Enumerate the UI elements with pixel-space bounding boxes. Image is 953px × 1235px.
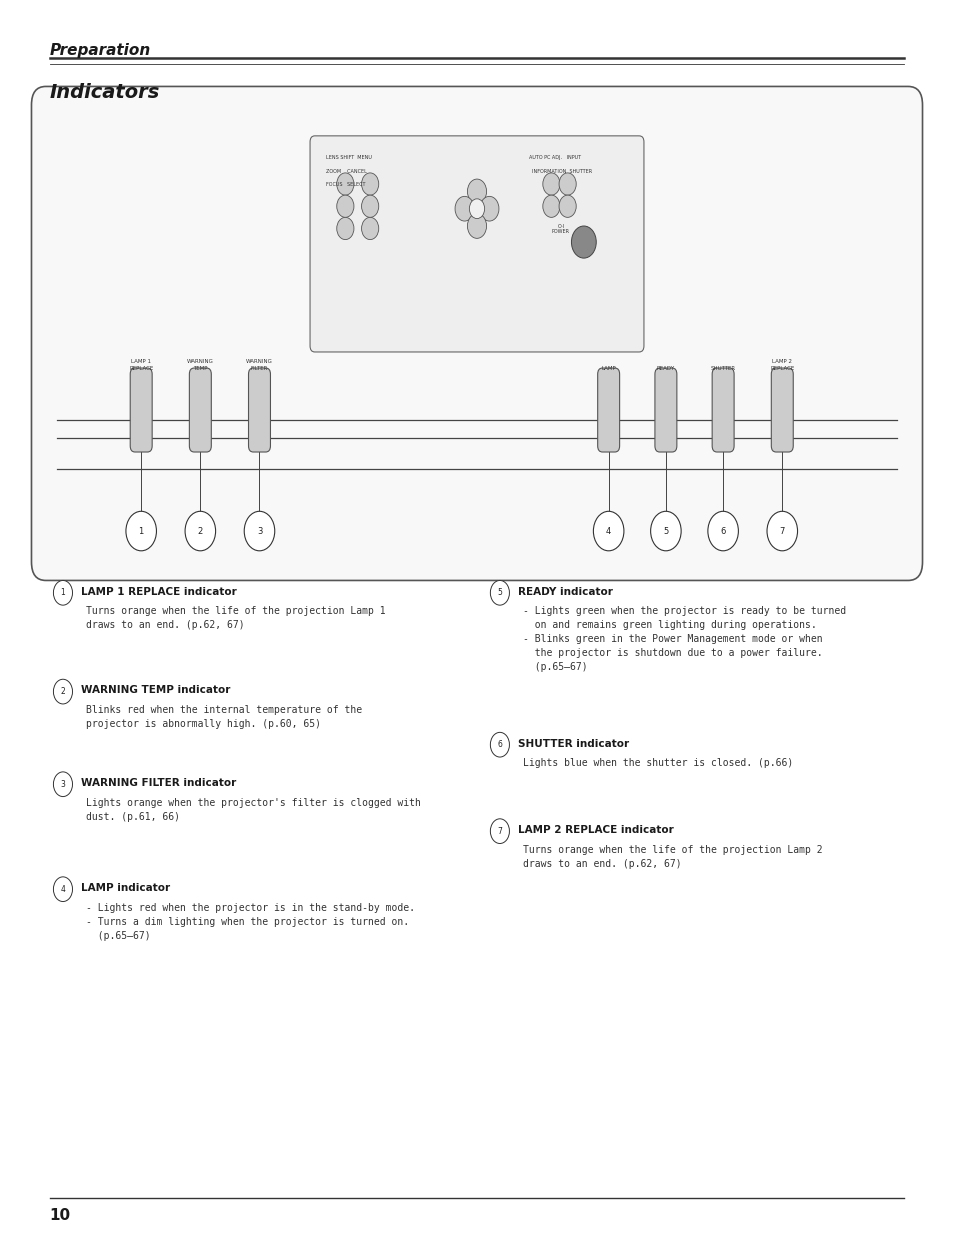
Text: AUTO PC ADJ.   INPUT: AUTO PC ADJ. INPUT (529, 156, 581, 161)
Circle shape (593, 511, 623, 551)
Circle shape (361, 173, 378, 195)
Text: Preparation: Preparation (50, 43, 151, 58)
Circle shape (542, 195, 559, 217)
Text: LAMP 2
REPLACE: LAMP 2 REPLACE (769, 359, 794, 370)
Text: SHUTTER: SHUTTER (710, 366, 735, 370)
Text: LAMP: LAMP (600, 366, 616, 370)
Text: WARNING FILTER indicator: WARNING FILTER indicator (81, 778, 236, 788)
Text: - Lights red when the projector is in the stand-by mode.
- Turns a dim lighting : - Lights red when the projector is in th… (86, 903, 415, 941)
Text: Blinks red when the internal temperature of the
projector is abnormally high. (p: Blinks red when the internal temperature… (86, 705, 361, 729)
Text: 3: 3 (60, 779, 66, 789)
Text: FOCUS   SELECT: FOCUS SELECT (326, 183, 365, 188)
Circle shape (53, 772, 72, 797)
Circle shape (467, 214, 486, 238)
Circle shape (707, 511, 738, 551)
FancyBboxPatch shape (189, 368, 211, 452)
Text: - Lights green when the projector is ready to be turned
  on and remains green l: - Lights green when the projector is rea… (522, 606, 845, 672)
Circle shape (469, 199, 484, 219)
Text: LAMP indicator: LAMP indicator (81, 883, 170, 893)
Circle shape (336, 173, 354, 195)
Circle shape (455, 196, 474, 221)
FancyBboxPatch shape (310, 136, 643, 352)
Circle shape (479, 196, 498, 221)
Text: LAMP 1 REPLACE indicator: LAMP 1 REPLACE indicator (81, 587, 236, 597)
Circle shape (467, 179, 486, 204)
Text: LENS SHIFT  MENU: LENS SHIFT MENU (326, 156, 372, 161)
Text: 5: 5 (497, 588, 502, 598)
Circle shape (542, 173, 559, 195)
Text: Turns orange when the life of the projection Lamp 2
draws to an end. (p.62, 67): Turns orange when the life of the projec… (522, 845, 821, 868)
FancyBboxPatch shape (711, 368, 734, 452)
Text: 7: 7 (497, 826, 502, 836)
Text: WARNING
FILTER: WARNING FILTER (246, 359, 273, 370)
Circle shape (558, 195, 576, 217)
Text: 1: 1 (61, 588, 65, 598)
Circle shape (650, 511, 680, 551)
Circle shape (185, 511, 215, 551)
Text: 5: 5 (662, 526, 668, 536)
Circle shape (571, 226, 596, 258)
Circle shape (558, 173, 576, 195)
Circle shape (53, 877, 72, 902)
Circle shape (244, 511, 274, 551)
Circle shape (490, 732, 509, 757)
Circle shape (766, 511, 797, 551)
FancyBboxPatch shape (654, 368, 677, 452)
Text: 6: 6 (720, 526, 725, 536)
Text: 6: 6 (497, 740, 502, 750)
Text: Turns orange when the life of the projection Lamp 1
draws to an end. (p.62, 67): Turns orange when the life of the projec… (86, 606, 385, 630)
Circle shape (336, 195, 354, 217)
Text: Lights blue when the shutter is closed. (p.66): Lights blue when the shutter is closed. … (522, 758, 792, 768)
Text: 2: 2 (61, 687, 65, 697)
Text: SHUTTER indicator: SHUTTER indicator (517, 739, 628, 748)
Text: Lights orange when the projector's filter is clogged with
dust. (p.61, 66): Lights orange when the projector's filte… (86, 798, 420, 821)
Text: WARNING TEMP indicator: WARNING TEMP indicator (81, 685, 231, 695)
Text: 7: 7 (779, 526, 784, 536)
Circle shape (361, 195, 378, 217)
FancyBboxPatch shape (597, 368, 619, 452)
FancyBboxPatch shape (248, 368, 271, 452)
Text: ZOOM    CANCEL: ZOOM CANCEL (326, 169, 367, 174)
Text: INFORMATION  SHUTTER: INFORMATION SHUTTER (532, 169, 592, 174)
Circle shape (490, 819, 509, 844)
Text: 4: 4 (60, 884, 66, 894)
Text: 4: 4 (605, 526, 611, 536)
Circle shape (53, 580, 72, 605)
Circle shape (53, 679, 72, 704)
Text: READY indicator: READY indicator (517, 587, 612, 597)
Text: 2: 2 (197, 526, 203, 536)
FancyBboxPatch shape (770, 368, 793, 452)
Text: WARNING
TEMP: WARNING TEMP (187, 359, 213, 370)
Circle shape (336, 217, 354, 240)
Circle shape (126, 511, 156, 551)
FancyBboxPatch shape (31, 86, 922, 580)
Text: READY: READY (657, 366, 674, 370)
Text: LAMP 1
REPLACE: LAMP 1 REPLACE (129, 359, 153, 370)
Circle shape (361, 217, 378, 240)
FancyBboxPatch shape (130, 368, 152, 452)
Text: 10: 10 (50, 1208, 71, 1223)
Text: O-I
POWER: O-I POWER (552, 224, 569, 235)
Text: 1: 1 (138, 526, 144, 536)
Text: LAMP 2 REPLACE indicator: LAMP 2 REPLACE indicator (517, 825, 673, 835)
Circle shape (490, 580, 509, 605)
Text: Indicators: Indicators (50, 83, 160, 101)
Text: 3: 3 (256, 526, 262, 536)
